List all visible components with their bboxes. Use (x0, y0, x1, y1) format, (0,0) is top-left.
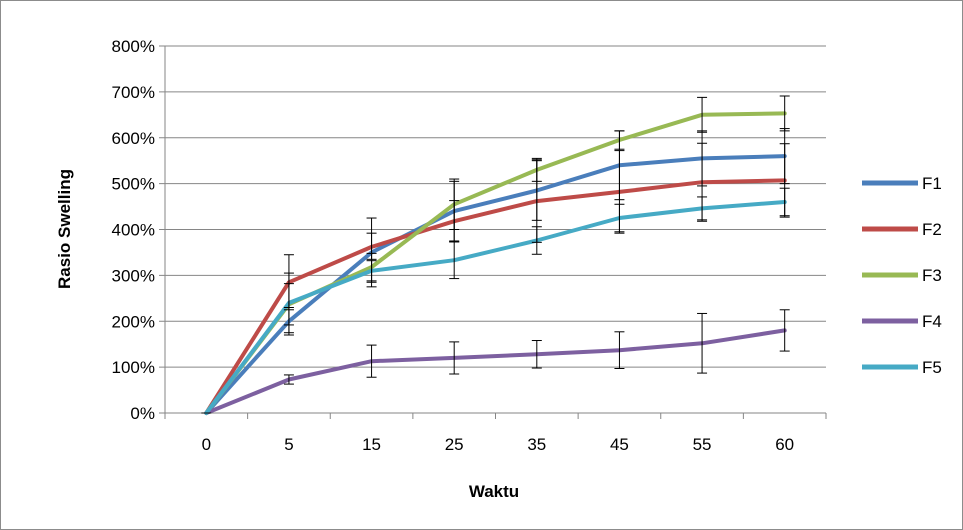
legend-label: F1 (922, 174, 942, 193)
series-line-f1 (204, 154, 787, 415)
legend-item-f4: F4 (862, 312, 942, 331)
legend-item-f2: F2 (862, 220, 942, 239)
x-axis-title: Waktu (469, 482, 519, 501)
error-bar-f3 (531, 157, 542, 182)
series-line-f4 (204, 328, 787, 415)
x-tick-label: 15 (362, 435, 381, 454)
legend-label: F3 (922, 266, 942, 285)
y-tick-label: 100% (112, 358, 155, 377)
legend-item-f3: F3 (862, 266, 942, 285)
error-bar-f5 (531, 226, 542, 255)
legend-item-f1: F1 (862, 174, 942, 193)
error-bar-f3 (614, 130, 625, 150)
x-tick-labels: 0 5 15 25 35 45 55 60 (202, 435, 795, 454)
series-line-f2 (204, 178, 787, 415)
error-bar-f4 (779, 309, 790, 352)
x-tick-label: 35 (527, 435, 546, 454)
error-bar-f4 (283, 374, 294, 385)
error-bar-f4 (531, 340, 542, 369)
error-bar-f5 (366, 258, 377, 283)
y-tick-label: 500% (112, 175, 155, 194)
error-bar-f5 (449, 241, 460, 280)
x-tick-label: 60 (775, 435, 794, 454)
x-tick-label: 0 (202, 435, 211, 454)
error-bar-f4 (366, 344, 377, 378)
y-tick-label: 0% (130, 404, 155, 423)
error-bar-f5 (283, 272, 294, 334)
y-tick-label: 400% (112, 221, 155, 240)
error-bar-f4 (614, 331, 625, 370)
y-tick-label: 800% (112, 37, 155, 56)
error-bar-f3 (697, 96, 708, 133)
y-tick-label: 200% (112, 312, 155, 331)
error-bar-f4 (449, 341, 460, 375)
legend-label: F2 (922, 220, 942, 239)
y-axis-title: Rasio Swelling (55, 169, 74, 289)
axes (159, 45, 827, 419)
y-tick-label: 600% (112, 129, 155, 148)
series-lines (204, 111, 787, 415)
y-tick-label: 300% (112, 266, 155, 285)
error-bar-f5 (779, 187, 790, 217)
legend-label: F5 (922, 358, 942, 377)
error-bars (201, 95, 790, 414)
error-bar-f3 (779, 95, 790, 132)
x-tick-label: 5 (284, 435, 293, 454)
y-tick-labels: 0% 100% 200% 300% 400% 500% 600% 700% 800% (112, 37, 155, 423)
x-tick-label: 45 (610, 435, 629, 454)
legend: F1 F2 F3 F4 F5 (862, 174, 942, 377)
x-tick-label: 55 (693, 435, 712, 454)
x-tick-label: 25 (445, 435, 464, 454)
y-tick-label: 700% (112, 83, 155, 102)
error-bar-f3 (449, 178, 460, 230)
error-bar-f4 (697, 312, 708, 374)
error-bar-f5 (697, 196, 708, 221)
legend-label: F4 (922, 312, 942, 331)
series-line-f5 (204, 200, 787, 415)
legend-item-f5: F5 (862, 358, 942, 377)
error-bar-f5 (614, 203, 625, 233)
